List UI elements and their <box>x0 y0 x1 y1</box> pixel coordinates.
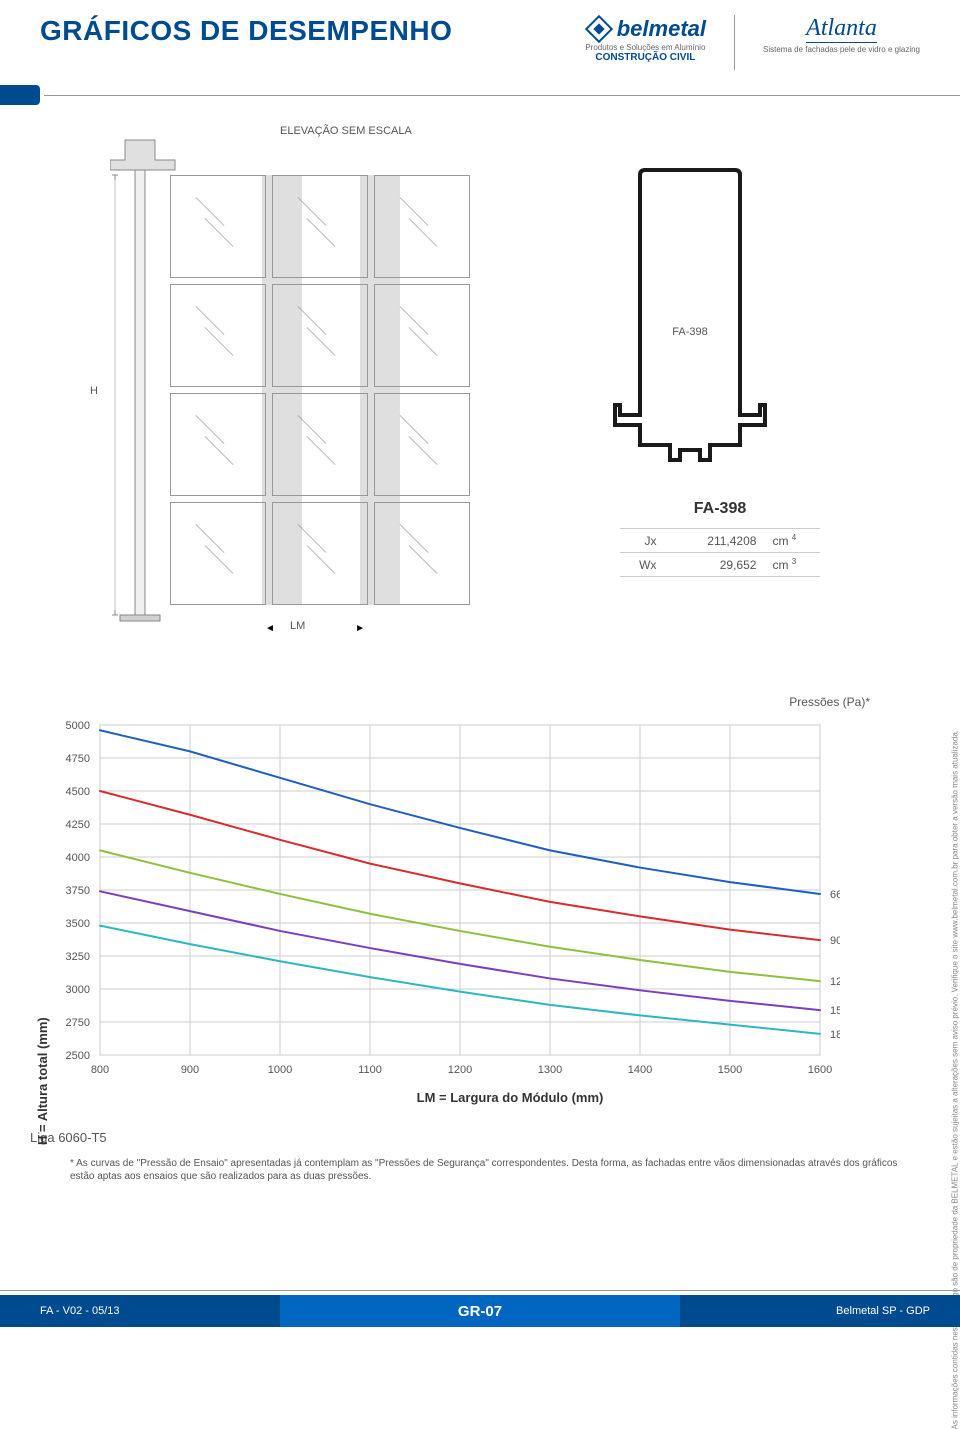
belmetal-sub: Produtos e Soluções em Alumínio <box>585 43 705 52</box>
footer-right: Belmetal SP - GDP <box>680 1295 960 1327</box>
profile-inner-label: FA-398 <box>672 326 707 338</box>
page-title: GRÁFICOS DE DESEMPENHO <box>40 15 452 80</box>
svg-text:5000: 5000 <box>66 720 90 732</box>
footer-center: GR-07 <box>280 1295 680 1327</box>
svg-text:1500: 1500 <box>830 1005 840 1017</box>
svg-text:1820: 1820 <box>830 1029 840 1041</box>
svg-text:4750: 4750 <box>66 753 90 765</box>
footer-left: FA - V02 - 05/13 <box>0 1295 280 1327</box>
svg-text:1000: 1000 <box>268 1064 292 1076</box>
belmetal-sub2: CONSTRUÇÃO CIVIL <box>595 52 695 63</box>
svg-text:1200: 1200 <box>830 976 840 988</box>
pressures-label: Pressões (Pa)* <box>789 695 870 709</box>
svg-text:660: 660 <box>830 889 840 901</box>
svg-text:900: 900 <box>830 935 840 947</box>
header-rule-accent <box>0 85 40 105</box>
glass-grid <box>170 175 470 605</box>
svg-text:1300: 1300 <box>538 1064 562 1076</box>
svg-text:4250: 4250 <box>66 819 90 831</box>
chart-x-label: LM = Largura do Módulo (mm) <box>100 1090 920 1105</box>
atlanta-logo: Atlanta <box>806 15 877 43</box>
logo-divider <box>734 15 735 70</box>
chart-y-label: H = Altura total (mm) <box>35 1017 50 1145</box>
page-header: GRÁFICOS DE DESEMPENHO belmetal Produtos… <box>0 0 960 80</box>
lm-dim-arrows: ◄► <box>265 623 365 634</box>
profile-property-row: Jx211,4208cm 4 <box>620 529 820 553</box>
atlanta-sub: Sistema de fachadas pele de vidro e glaz… <box>763 45 920 54</box>
footer-rule <box>0 1290 960 1291</box>
svg-text:4500: 4500 <box>66 786 90 798</box>
svg-text:900: 900 <box>181 1064 199 1076</box>
belmetal-logo: belmetal <box>585 15 706 43</box>
svg-text:1600: 1600 <box>808 1064 832 1076</box>
performance-chart: Pressões (Pa)* H = Altura total (mm) 800… <box>40 715 920 1183</box>
logo-group: belmetal Produtos e Soluções em Alumínio… <box>585 15 920 80</box>
glass-pane <box>170 393 266 496</box>
glass-pane <box>170 502 266 605</box>
svg-text:800: 800 <box>91 1064 109 1076</box>
chart-footnote: * As curvas de "Pressão de Ensaio" apres… <box>70 1157 920 1183</box>
svg-text:2750: 2750 <box>66 1017 90 1029</box>
glass-pane <box>170 284 266 387</box>
svg-text:3500: 3500 <box>66 918 90 930</box>
page-footer: FA - V02 - 05/13 GR-07 Belmetal SP - GDP <box>0 1290 960 1327</box>
profile-code: FA-398 <box>590 500 850 518</box>
svg-text:1100: 1100 <box>358 1064 382 1076</box>
chart-svg: 800 900 1000 1100 1200 1300 1400 1500 1600 2500 27… <box>40 715 840 1085</box>
h-dim-label: H <box>90 385 98 397</box>
profile-section: FA-398 FA-398 Jx211,4208cm 4Wx29,652cm 3 <box>590 165 850 655</box>
elevation-diagram: ELEVAÇÃO SEM ESCALA H ◄► LM <box>40 135 470 655</box>
atlanta-logo-box: Atlanta Sistema de fachadas pele de vidr… <box>763 15 920 80</box>
svg-text:3250: 3250 <box>66 951 90 963</box>
svg-text:1500: 1500 <box>718 1064 742 1076</box>
alloy-label: Liga 6060-T5 <box>30 1130 920 1145</box>
footer-bar: FA - V02 - 05/13 GR-07 Belmetal SP - GDP <box>0 1295 960 1327</box>
belmetal-icon <box>585 15 613 43</box>
svg-text:4000: 4000 <box>66 852 90 864</box>
glass-pane <box>170 175 266 278</box>
profile-property-row: Wx29,652cm 3 <box>620 553 820 577</box>
profile-properties-table: Jx211,4208cm 4Wx29,652cm 3 <box>620 528 820 577</box>
header-rule-line <box>44 95 960 96</box>
highlight-band-2 <box>360 175 400 605</box>
belmetal-logo-box: belmetal Produtos e Soluções em Alumínio… <box>585 15 706 80</box>
profile-cross-section-svg: FA-398 <box>590 165 790 465</box>
highlight-band-1 <box>262 175 302 605</box>
belmetal-name: belmetal <box>617 16 706 42</box>
svg-text:3000: 3000 <box>66 984 90 996</box>
svg-text:3750: 3750 <box>66 885 90 897</box>
svg-text:1200: 1200 <box>448 1064 472 1076</box>
svg-text:2500: 2500 <box>66 1050 90 1062</box>
header-rule <box>0 85 960 105</box>
top-diagrams: ELEVAÇÃO SEM ESCALA H ◄► LM <box>40 135 920 655</box>
elevation-title: ELEVAÇÃO SEM ESCALA <box>280 125 412 137</box>
lm-dim-label: LM <box>290 620 305 632</box>
svg-text:1400: 1400 <box>628 1064 652 1076</box>
